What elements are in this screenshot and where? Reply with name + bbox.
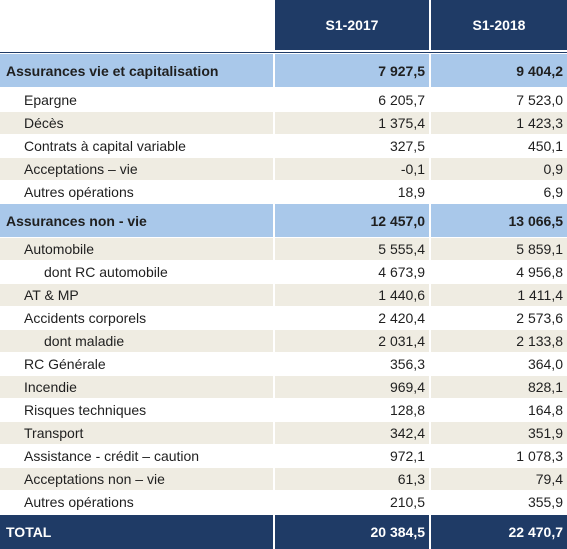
table-row: Transport 342,4 351,9 [0,422,567,444]
row-label: Epargne [0,88,273,111]
row-value-2017: 1 375,4 [275,112,429,134]
row-value-2018: 5 859,1 [431,238,567,260]
row-value-2017: 342,4 [275,422,429,444]
row-label: Autres opérations [0,491,273,513]
row-value-2017: -0,1 [275,158,429,180]
row-label: Décès [0,112,273,134]
row-value-2017: 2 420,4 [275,307,429,329]
row-value-2018: 9 404,2 [431,54,567,87]
row-value-2018: 7 523,0 [431,88,567,111]
row-label: Transport [0,422,273,444]
row-label: Incendie [0,376,273,398]
row-value-2017: 356,3 [275,353,429,375]
row-value-2018: 355,9 [431,491,567,513]
header-s1-2017: S1-2017 [275,0,429,50]
table-row: AT & MP 1 440,6 1 411,4 [0,284,567,306]
row-value-2018: 828,1 [431,376,567,398]
table-row: Acceptations – vie -0,1 0,9 [0,158,567,180]
row-value-2018: 0,9 [431,158,567,180]
table-row: Décès 1 375,4 1 423,3 [0,112,567,134]
row-label: AT & MP [0,284,273,306]
row-value-2018: 79,4 [431,468,567,490]
row-label: Assurances vie et capitalisation [0,54,273,87]
table-row: Incendie 969,4 828,1 [0,376,567,398]
row-value-2018: 6,9 [431,181,567,203]
table-row: Autres opérations 210,5 355,9 [0,491,567,513]
divider [0,52,567,53]
total-value-2017: 20 384,5 [275,515,429,549]
row-value-2017: 18,9 [275,181,429,203]
row-label: Accidents corporels [0,307,273,329]
row-label: Acceptations – vie [0,158,273,180]
row-value-2018: 1 423,3 [431,112,567,134]
row-label: Acceptations non – vie [0,468,273,490]
total-label: TOTAL [0,515,273,549]
row-label: dont maladie [0,330,273,352]
row-label: Assurances non - vie [0,204,273,237]
row-label: Autres opérations [0,181,273,203]
section-row-life: Assurances vie et capitalisation 7 927,5… [0,54,567,87]
table-row: Assistance - crédit – caution 972,1 1 07… [0,445,567,467]
row-value-2018: 164,8 [431,399,567,421]
row-value-2018: 1 411,4 [431,284,567,306]
row-value-2017: 327,5 [275,135,429,157]
table-row: Acceptations non – vie 61,3 79,4 [0,468,567,490]
row-value-2018: 4 956,8 [431,261,567,283]
row-value-2017: 7 927,5 [275,54,429,87]
row-value-2018: 351,9 [431,422,567,444]
section-row-non-life: Assurances non - vie 12 457,0 13 066,5 [0,204,567,237]
row-value-2017: 61,3 [275,468,429,490]
row-value-2017: 2 031,4 [275,330,429,352]
table-row: dont maladie 2 031,4 2 133,8 [0,330,567,352]
row-value-2017: 210,5 [275,491,429,513]
table-header: S1-2017 S1-2018 [0,0,567,50]
table-row: Autres opérations 18,9 6,9 [0,181,567,203]
row-value-2018: 2 133,8 [431,330,567,352]
row-value-2018: 364,0 [431,353,567,375]
table-row: Contrats à capital variable 327,5 450,1 [0,135,567,157]
header-s1-2018: S1-2018 [431,0,567,50]
row-label: Contrats à capital variable [0,135,273,157]
table-row: Epargne 6 205,7 7 523,0 [0,88,567,111]
row-label: Assistance - crédit – caution [0,445,273,467]
row-value-2018: 2 573,6 [431,307,567,329]
total-value-2018: 22 470,7 [431,515,567,549]
row-label: Risques techniques [0,399,273,421]
total-row: TOTAL 20 384,5 22 470,7 [0,515,567,549]
row-value-2017: 128,8 [275,399,429,421]
table-row: Automobile 5 555,4 5 859,1 [0,238,567,260]
table-row: Risques techniques 128,8 164,8 [0,399,567,421]
row-value-2017: 6 205,7 [275,88,429,111]
row-value-2017: 972,1 [275,445,429,467]
row-value-2017: 4 673,9 [275,261,429,283]
table-row: dont RC automobile 4 673,9 4 956,8 [0,261,567,283]
row-value-2018: 450,1 [431,135,567,157]
row-value-2017: 5 555,4 [275,238,429,260]
row-value-2018: 13 066,5 [431,204,567,237]
row-value-2017: 969,4 [275,376,429,398]
row-label: RC Générale [0,353,273,375]
row-value-2017: 1 440,6 [275,284,429,306]
table-row: RC Générale 356,3 364,0 [0,353,567,375]
row-label: dont RC automobile [0,261,273,283]
row-label: Automobile [0,238,273,260]
row-value-2017: 12 457,0 [275,204,429,237]
table-row: Accidents corporels 2 420,4 2 573,6 [0,307,567,329]
row-value-2018: 1 078,3 [431,445,567,467]
header-blank-cell [0,0,273,50]
